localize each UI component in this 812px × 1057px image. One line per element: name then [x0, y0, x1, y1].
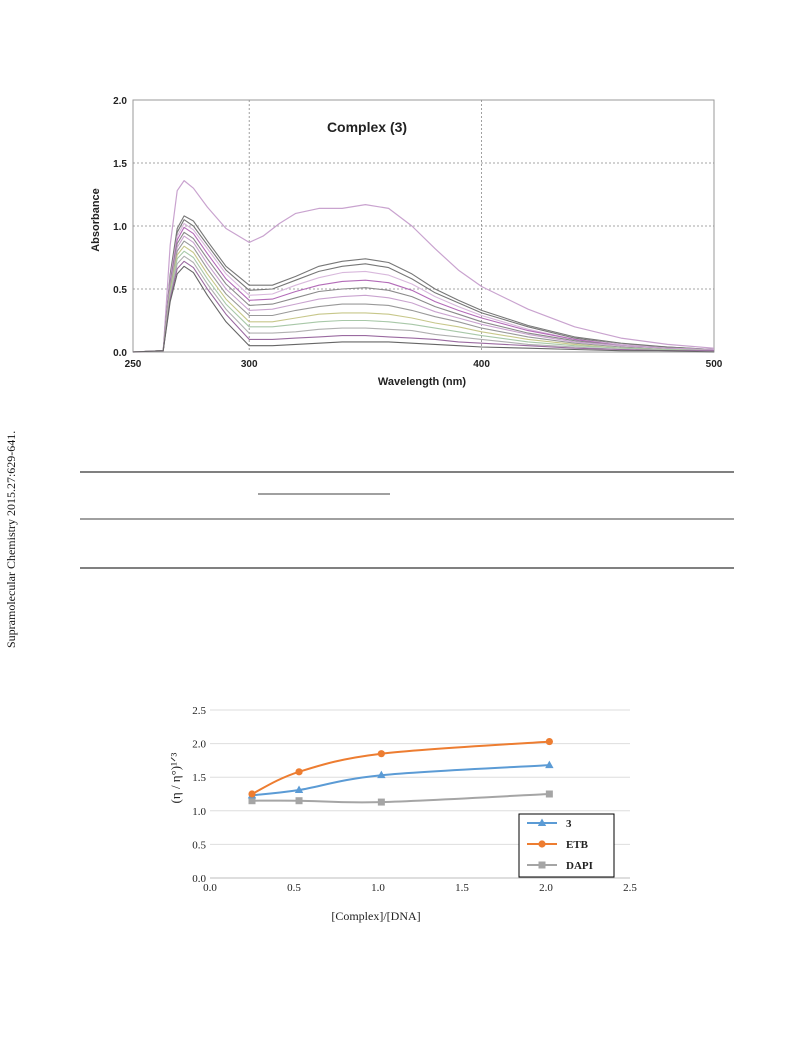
spectrum-line-8 — [132, 245, 715, 353]
legend-marker-dapi — [538, 861, 546, 869]
series-line-3 — [251, 764, 550, 797]
series-line-dapi — [251, 793, 550, 804]
y-tick-label: 2.5 — [192, 705, 206, 717]
viscosity-chart: 0.0 0.5 1.0 1.5 2.0 2.5 0.0 0.5 1.0 1.5 2.0 2.5 [Co… — [168, 705, 637, 923]
legend-marker-3 — [537, 818, 547, 826]
data-point-etb — [545, 737, 553, 746]
data-point-dapi — [295, 797, 303, 805]
y-tick-label: 0.5 — [192, 839, 206, 851]
x-tick-label: 0.5 — [287, 882, 301, 894]
spectrum-line-9 — [132, 250, 715, 353]
legend-box — [518, 813, 615, 878]
spectrum-line-1 — [132, 215, 715, 353]
x-tick-label: 400 — [473, 359, 490, 370]
y-tick-label: 0.0 — [113, 348, 127, 359]
spectrum-line-12 — [132, 265, 715, 353]
legend-label-3: 3 — [566, 818, 572, 830]
y-tick-label: 1.5 — [192, 772, 206, 784]
y-tick-label: 1.5 — [113, 159, 127, 170]
spectrum-line-6 — [132, 235, 715, 353]
spectrum-line-0 — [132, 180, 715, 353]
y-tick-label: 2.0 — [113, 96, 127, 107]
y-tick-label: 0.5 — [113, 285, 127, 296]
legend-label-dapi: DAPI — [566, 860, 593, 872]
chart-title: Complex (3) — [327, 119, 407, 135]
x-tick-label: 500 — [706, 359, 723, 370]
tick-labels: 0.0 0.5 1.0 1.5 2.0 2.5 0.0 0.5 1.0 1.5 2.0 2.5 — [192, 705, 637, 894]
data-point-3 — [294, 785, 304, 793]
spectrum-line-7 — [132, 240, 715, 353]
spectrum-line-3 — [132, 222, 715, 353]
data-point-3 — [545, 760, 554, 769]
y-axis-label: (η / η°)¹ᐟ³ — [168, 752, 183, 803]
series-line-etb — [251, 740, 550, 795]
x-tick-label: 2.5 — [623, 882, 637, 894]
y-tick-label: 0.0 — [192, 873, 206, 885]
x-tick-label: 0.0 — [203, 882, 217, 894]
tick-labels: 0.0 0.5 1.0 1.5 2.0 250 300 400 500 — [113, 96, 723, 370]
data-point-dapi — [545, 790, 553, 798]
data-point-dapi — [248, 797, 256, 805]
table-rules — [80, 471, 734, 569]
series-lines — [132, 180, 715, 353]
legend: 3 ETB DAPI — [518, 813, 615, 878]
y-tick-label: 2.0 — [192, 739, 206, 751]
spectrum-line-4 — [132, 226, 715, 353]
y-axis-label: Absorbance — [90, 188, 102, 252]
x-axis-label: [Complex]/[DNA] — [331, 909, 420, 923]
data-point-etb — [377, 750, 385, 758]
data-point-etb — [248, 790, 256, 798]
x-tick-label: 2.0 — [539, 882, 553, 894]
data-point-dapi — [377, 798, 385, 806]
x-tick-label: 1.0 — [371, 882, 385, 894]
data-point-3 — [377, 770, 386, 779]
x-tick-label: 1.5 — [455, 882, 469, 894]
spectrum-line-2 — [132, 219, 715, 353]
data-point-etb — [295, 768, 303, 776]
x-tick-label: 250 — [125, 359, 142, 370]
x-axis-label: Wavelength (nm) — [378, 376, 467, 388]
spectrum-line-5 — [132, 231, 715, 353]
y-tick-label: 1.0 — [113, 222, 127, 233]
legend-label-etb: ETB — [566, 839, 589, 851]
series-lines — [247, 737, 554, 806]
spectrum-line-11 — [132, 260, 714, 353]
y-tick-label: 1.0 — [192, 806, 206, 818]
legend-marker-etb — [538, 840, 546, 848]
spectrum-line-10 — [132, 255, 714, 353]
x-tick-label: 300 — [241, 359, 258, 370]
